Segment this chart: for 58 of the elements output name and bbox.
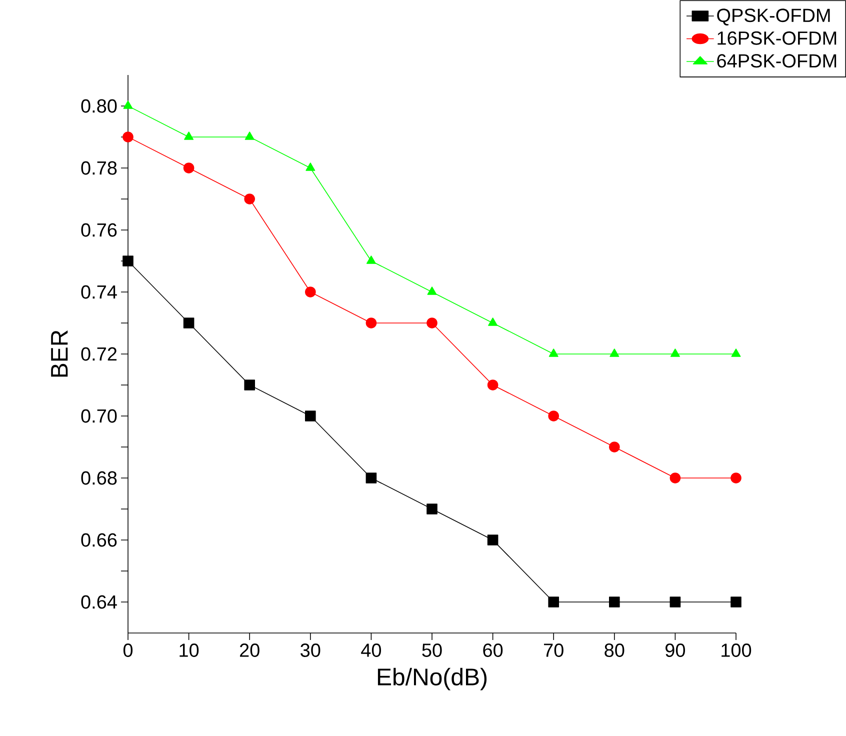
x-tick-label: 50: [422, 644, 442, 657]
y-tick-label: 0.66: [81, 533, 117, 547]
point: [487, 380, 498, 390]
point: [426, 318, 438, 328]
y-axis-title: BER: [51, 330, 68, 377]
point: [305, 410, 316, 422]
legend-label: 16PSK-OFDM: [718, 31, 836, 45]
point: [609, 596, 620, 608]
x-tick-label: 10: [180, 644, 199, 657]
x-tick-label: 0: [123, 644, 133, 657]
y-tick-label: 0.70: [81, 409, 117, 423]
point: [306, 162, 316, 171]
point: [670, 596, 681, 608]
point: [487, 534, 498, 546]
x-tick-label: 80: [604, 644, 624, 657]
point: [244, 132, 254, 140]
y-tick-label: 0.80: [81, 99, 117, 113]
point: [183, 162, 194, 174]
point: [366, 318, 377, 328]
point: [123, 100, 133, 109]
point: [730, 472, 742, 484]
legend-label: QPSK-OFDM: [717, 8, 830, 26]
point: [670, 348, 680, 357]
x-axis-title: Eb/No(dB): [378, 668, 487, 690]
point: [305, 286, 316, 298]
y-tick-label: 0.68: [81, 471, 117, 485]
point: [609, 442, 620, 452]
x-tick-label: 60: [483, 644, 503, 657]
point: [366, 256, 376, 264]
point: [548, 348, 558, 357]
point: [184, 132, 194, 140]
point: [731, 348, 741, 357]
point: [183, 318, 194, 328]
point: [244, 194, 256, 204]
x-tick-label: 90: [666, 644, 686, 657]
x-tick-label: 20: [240, 644, 260, 657]
x-tick-label: 100: [722, 644, 752, 657]
y-tick-label: 0.76: [81, 223, 117, 237]
x-tick-label: 40: [361, 644, 382, 657]
legend-label: 64PSK-OFDM: [717, 54, 836, 68]
point: [670, 472, 681, 484]
point: [548, 596, 560, 608]
point: [488, 318, 498, 326]
y-tick-label: 0.74: [81, 285, 117, 299]
y-tick-label: 0.78: [81, 161, 117, 175]
point: [548, 410, 560, 422]
x-tick-label: 30: [300, 644, 320, 657]
point: [366, 472, 377, 484]
y-tick-label: 0.72: [81, 347, 117, 361]
y-tick-label: 0.64: [81, 595, 117, 609]
point: [122, 256, 134, 266]
point: [427, 286, 437, 295]
point: [610, 348, 620, 357]
point: [426, 504, 438, 514]
x-tick-label: 70: [544, 644, 564, 657]
point: [730, 596, 742, 608]
point: [122, 132, 134, 142]
point: [244, 380, 256, 390]
